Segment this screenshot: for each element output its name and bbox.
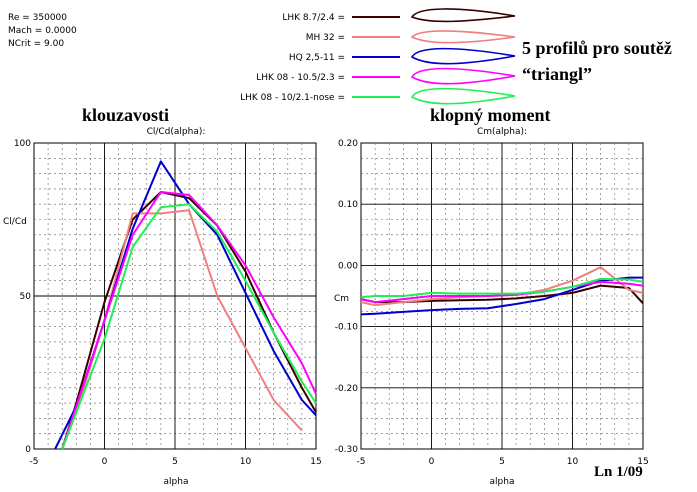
legend-item-1: LHK 8.7/2.4 = <box>282 8 516 23</box>
left-xlabel: alpha <box>164 477 189 487</box>
right-ytick-label: 0.00 <box>338 261 358 271</box>
legend: LHK 8.7/2.4 = MH 32 = HQ 2,5-11 = LHK 08… <box>240 8 516 105</box>
left-xtick-label: 5 <box>172 457 178 467</box>
airfoil-shape-4 <box>410 67 516 85</box>
legend-label-2: MH 32 = <box>306 33 345 43</box>
legend-item-4: LHK 08 - 10.5/2.3 = <box>256 67 516 85</box>
annotation-line-2: “triangl” <box>522 64 592 84</box>
legend-label-3: HQ 2,5-11 = <box>289 53 345 63</box>
airfoil-shape-3 <box>410 47 516 65</box>
airfoil-shape-5 <box>410 87 516 105</box>
right-ytick-label: -0.30 <box>335 445 359 455</box>
right-series-line-3 <box>360 276 643 316</box>
right-ylabel: Cm <box>334 294 349 304</box>
left-xtick-label: 0 <box>102 457 108 467</box>
footer-note: Ln 1/09 <box>594 464 643 480</box>
legend-item-5: LHK 08 - 10/2.1-nose = <box>240 87 516 105</box>
airfoil-shape-1 <box>410 8 516 23</box>
left-ylabel: Cl/Cd <box>3 217 27 227</box>
left-series-line-1 <box>61 191 317 450</box>
legend-item-2: MH 32 = <box>306 30 516 44</box>
legend-item-3: HQ 2,5-11 = <box>289 47 516 65</box>
heading-glide-ratio: klouzavosti <box>82 105 169 125</box>
left-xtick-label: -5 <box>30 457 39 467</box>
left-ytick-label: 50 <box>20 292 32 302</box>
left-plot-title: Cl/Cd(alpha): <box>147 127 206 137</box>
info-block: Re = 350000 Mach = 0.0000 NCrit = 9.00 <box>8 13 77 49</box>
right-xtick-label: 15 <box>637 457 648 467</box>
info-ncrit: NCrit = 9.00 <box>8 39 64 49</box>
left-xtick-label: 15 <box>310 457 321 467</box>
left-series-line-4 <box>61 191 317 450</box>
right-plot-title: Cm(alpha): <box>477 127 527 137</box>
annotation-title: 5 profilů pro soutěž “triangl” <box>522 38 672 84</box>
heading-pitching-moment: klopný moment <box>430 105 551 125</box>
info-reynolds: Re = 350000 <box>8 13 67 23</box>
left-series-line-5 <box>61 203 317 450</box>
airfoil-shape-2 <box>410 30 516 44</box>
right-xtick-label: 10 <box>567 457 579 467</box>
right-ytick-label: 0.10 <box>338 200 358 210</box>
legend-label-1: LHK 8.7/2.4 = <box>282 13 345 23</box>
right-series-line-4 <box>360 280 644 304</box>
left-plot: -5 0 5 10 15 0 50 100 <box>14 139 322 467</box>
left-ytick-label: 0 <box>25 445 31 455</box>
legend-label-5: LHK 08 - 10/2.1-nose = <box>240 93 345 103</box>
right-plot: -5 0 5 10 15 -0.30 -0.20 -0.10 0.00 0.10 0.20 <box>335 139 649 467</box>
annotation-line-1: 5 profilů pro soutěž <box>522 38 672 58</box>
left-xtick-label: 10 <box>240 457 252 467</box>
right-ytick-label: -0.10 <box>335 323 359 333</box>
right-series-line-5 <box>360 277 644 299</box>
right-xtick-label: 5 <box>499 457 505 467</box>
right-xlabel: alpha <box>490 477 515 487</box>
legend-label-4: LHK 08 - 10.5/2.3 = <box>256 73 345 83</box>
right-ytick-label: 0.20 <box>338 139 358 149</box>
info-mach: Mach = 0.0000 <box>8 26 77 36</box>
left-ytick-label: 100 <box>14 139 31 149</box>
right-xtick-label: -5 <box>357 457 366 467</box>
right-ytick-label: -0.20 <box>335 384 359 394</box>
right-xtick-label: 0 <box>429 457 435 467</box>
